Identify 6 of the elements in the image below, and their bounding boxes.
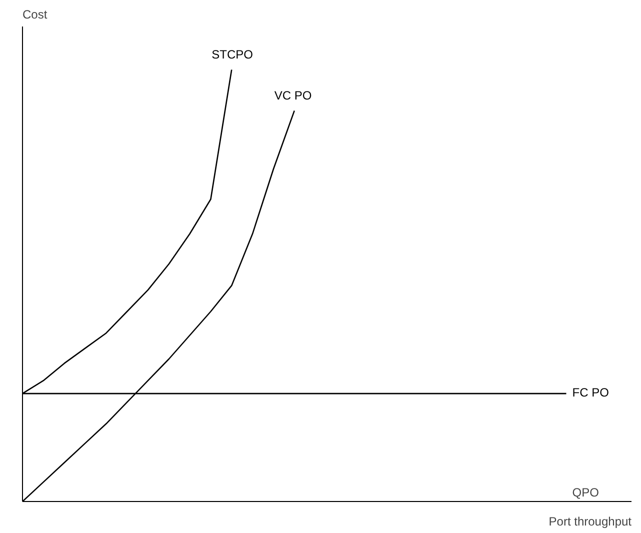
series-label: STCPO <box>212 48 253 62</box>
y-axis-title: Cost <box>22 8 48 22</box>
series-label: FC PO <box>572 386 609 400</box>
annotation: QPO <box>572 486 599 500</box>
x-axis-title: Port throughput <box>548 514 632 528</box>
series-label: VC PO <box>274 88 312 103</box>
